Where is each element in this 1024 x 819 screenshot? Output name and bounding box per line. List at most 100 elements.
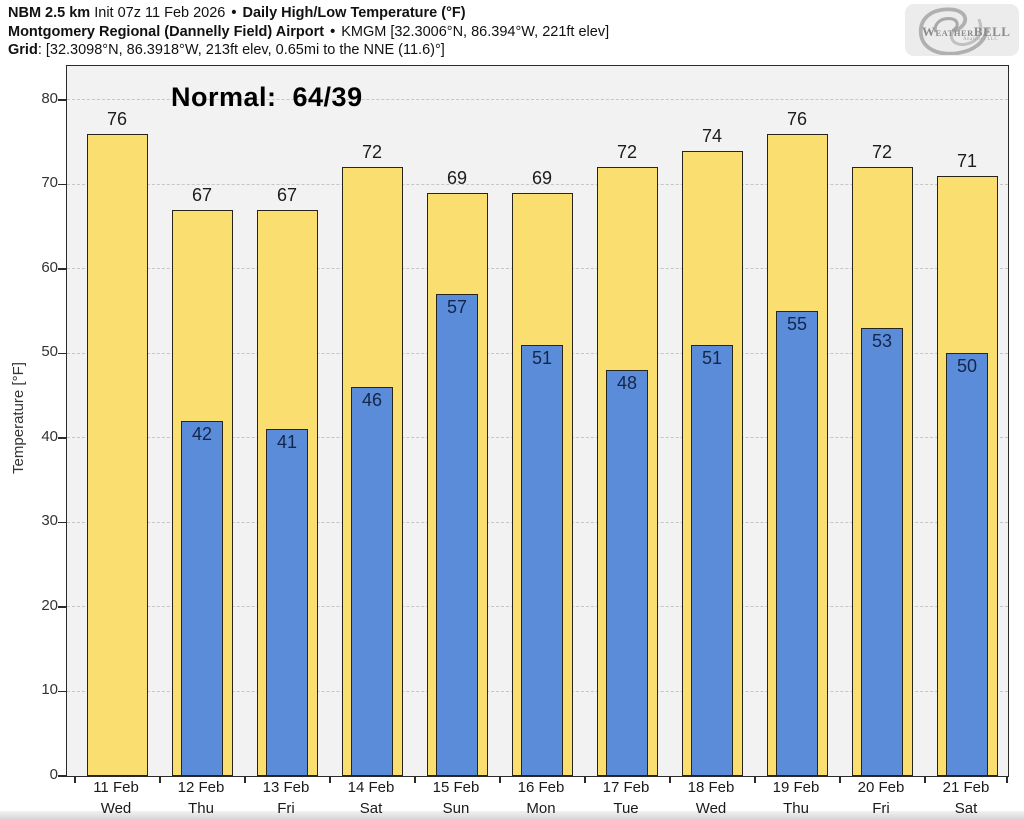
gridline-80: [67, 99, 1008, 101]
low-value-label: 50: [956, 356, 978, 377]
low-bar-21-Feb: [946, 353, 988, 776]
x-label-date: 15 Feb: [432, 779, 480, 796]
high-value-label: 72: [616, 142, 638, 163]
y-tick-70: [58, 183, 67, 186]
x-tick-2: [244, 776, 246, 783]
x-category-label: 14 Feb Sat: [328, 777, 414, 819]
high-value-label: 67: [276, 184, 298, 205]
x-label-day: Fri: [277, 800, 295, 817]
x-tick-5: [499, 776, 501, 783]
high-value-label: 76: [106, 108, 128, 129]
x-label-date: 13 Feb: [262, 779, 310, 796]
station-name: Montgomery Regional (Dannelly Field) Air…: [8, 23, 329, 40]
low-bar-20-Feb: [861, 328, 903, 776]
x-label-day: Tue: [613, 800, 639, 817]
low-bar-17-Feb: [606, 370, 648, 776]
wordmark-bell: BELL: [973, 24, 1011, 39]
x-label-day: Sat: [359, 800, 383, 817]
low-value-label: 53: [871, 331, 893, 352]
x-category-label: 11 Feb Wed: [73, 777, 159, 819]
high-value-label: 74: [701, 125, 723, 146]
y-tick-50: [58, 352, 67, 355]
y-tick-20: [58, 606, 67, 608]
x-label-day: Sat: [954, 800, 978, 817]
low-value-label: 57: [446, 297, 468, 318]
x-label-day: Thu: [783, 800, 809, 817]
x-tick-4: [414, 776, 416, 783]
x-label-date: 14 Feb: [347, 779, 395, 796]
plot-area: Normal: 64/39 76 67 42 67 41 72 46 69 57 69 51 72 48…: [58, 65, 1009, 783]
init-time: Init 07z 11 Feb 2026: [90, 5, 230, 21]
y-tick-80: [58, 99, 67, 101]
bullet-separator: •: [330, 23, 336, 40]
x-tick-3: [329, 776, 331, 783]
x-label-day: Thu: [188, 800, 214, 817]
x-label-day: Wed: [100, 800, 132, 817]
x-tick-7: [669, 776, 671, 783]
weatherbell-swirl-icon: [919, 7, 989, 55]
x-label-date: 20 Feb: [857, 779, 905, 796]
y-tick-0: [58, 775, 67, 777]
y-tick-label-50: 50: [41, 343, 58, 361]
high-value-label: 69: [446, 167, 468, 188]
x-tick-0: [74, 776, 76, 783]
x-tick-1: [159, 776, 161, 783]
chart-header: NBM 2.5 km Init 07z 11 Feb 2026 • Daily …: [8, 4, 609, 60]
x-label-date: 19 Feb: [772, 779, 820, 796]
grid-meta: : [32.3098°N, 86.3918°W, 213ft elev, 0.6…: [37, 42, 445, 58]
bullet-separator: •: [231, 5, 237, 21]
x-category-label: 21 Feb Sat: [923, 777, 1009, 819]
x-tick-9: [839, 776, 841, 783]
low-value-label: 41: [276, 432, 298, 453]
low-bar-15-Feb: [436, 294, 478, 776]
x-label-day: Fri: [872, 800, 890, 817]
y-tick-30: [58, 521, 67, 524]
wordmark-w: W: [922, 24, 936, 39]
low-bar-16-Feb: [521, 344, 563, 776]
low-bar-13-Feb: [266, 429, 308, 776]
x-category-label: 15 Feb Sun: [413, 777, 499, 819]
x-label-day: Mon: [526, 800, 556, 817]
y-tick-label-20: 20: [41, 596, 58, 614]
low-bar-19-Feb: [776, 311, 818, 776]
x-tick-6: [584, 776, 586, 783]
low-value-label: 46: [361, 390, 383, 411]
x-label-date: 11 Feb: [93, 779, 139, 796]
x-tick-10: [924, 776, 926, 783]
low-value-label: 51: [701, 347, 723, 368]
x-tick-8: [754, 776, 756, 783]
y-tick-label-80: 80: [41, 89, 58, 107]
wordmark-eather: EATHER: [935, 28, 974, 38]
x-label-day: Sun: [442, 800, 470, 817]
x-category-label: 12 Feb Thu: [158, 777, 244, 819]
y-tick-label-30: 30: [41, 512, 58, 530]
header-line-3: Grid: [32.3098°N, 86.3918°W, 213ft elev,…: [8, 41, 609, 60]
low-bar-14-Feb: [351, 387, 393, 776]
x-label-date: 18 Feb: [687, 779, 735, 796]
y-tick-label-10: 10: [41, 681, 58, 699]
weatherbell-wordmark: WEATHERBELL: [922, 23, 1010, 41]
high-value-label: 71: [956, 150, 978, 171]
low-value-label: 51: [531, 347, 553, 368]
x-tick-11: [1006, 776, 1008, 783]
y-tick-60: [58, 268, 67, 270]
grid-label: Grid: [8, 42, 38, 58]
x-category-label: 16 Feb Mon: [498, 777, 584, 819]
bottom-edge-strip: [0, 811, 1024, 819]
header-line-1: NBM 2.5 km Init 07z 11 Feb 2026 • Daily …: [8, 4, 609, 23]
low-bar-12-Feb: [181, 421, 223, 776]
normal-annotation: Normal: 64/39: [171, 82, 363, 112]
x-category-label: 18 Feb Wed: [668, 777, 754, 819]
high-value-label: 72: [871, 142, 893, 163]
x-label-date: 12 Feb: [177, 779, 225, 796]
header-line-2: Montgomery Regional (Dannelly Field) Air…: [8, 23, 609, 42]
y-tick-40: [58, 437, 67, 439]
y-tick-label-60: 60: [41, 258, 58, 276]
weatherbell-logo: WEATHERBELL Analytics LLC: [905, 4, 1019, 56]
high-value-label: 76: [786, 108, 808, 129]
product-name: Daily High/Low Temperature (°F): [238, 5, 466, 21]
y-tick-10: [58, 690, 67, 693]
low-value-label: 48: [616, 373, 638, 394]
low-bar-18-Feb: [691, 344, 733, 776]
